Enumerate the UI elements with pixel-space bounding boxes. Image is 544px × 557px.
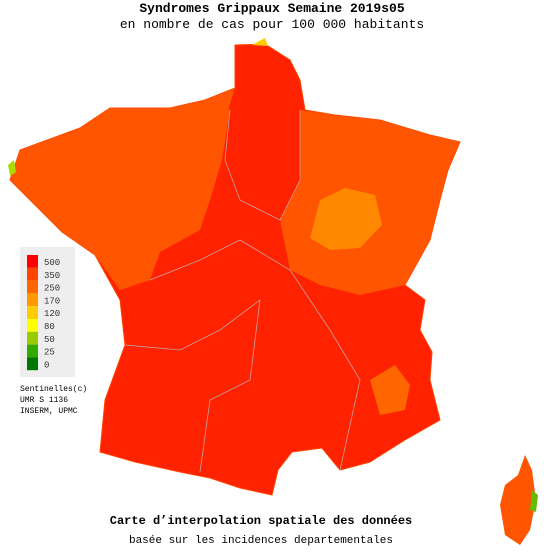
- region-borders: [224, 109, 301, 221]
- region-borders: [149, 239, 361, 471]
- legend-swatch: [27, 319, 38, 332]
- credit: INSERM, UPMC: [20, 407, 78, 416]
- legend-swatch: [27, 331, 38, 345]
- orange-center-east: [310, 188, 382, 250]
- corsica-green: [530, 490, 538, 512]
- title: Syndromes Grippaux Semaine 2019s05: [139, 1, 404, 16]
- subtitle: en nombre de cas pour 100 000 habitants: [120, 17, 424, 32]
- legend-label: 350: [44, 271, 60, 281]
- legend-label: 50: [44, 335, 55, 345]
- green-tip: [8, 160, 16, 176]
- legend-label: 250: [44, 284, 60, 294]
- footer-title: Carte d’interpolation spatiale des donné…: [110, 514, 412, 528]
- legend-label: 0: [44, 360, 49, 370]
- legend-label: 80: [44, 322, 55, 332]
- legend-label: 500: [44, 258, 60, 268]
- footer-subtitle: basée sur les incidences departementales: [129, 535, 393, 547]
- yellow-north: [252, 38, 268, 46]
- legend-label: 170: [44, 296, 60, 306]
- legend-swatch: [27, 267, 38, 281]
- corsica: [500, 455, 536, 545]
- legend-swatch: [27, 306, 38, 319]
- orange-north-strip: [170, 88, 235, 130]
- legend-swatch: [27, 255, 38, 268]
- legend-swatch: [27, 293, 38, 307]
- credit: Sentinelles(c): [20, 385, 87, 394]
- legend-label: 25: [44, 348, 55, 358]
- legend-swatch: [27, 344, 38, 358]
- legend-swatch: [27, 357, 38, 371]
- legend-label: 120: [44, 309, 60, 319]
- credit: UMR S 1136: [20, 396, 68, 405]
- orange-alps: [370, 365, 410, 415]
- orange-west: [10, 100, 230, 290]
- france-map: [8, 38, 461, 496]
- legend-swatch: [27, 280, 38, 294]
- region-borders: [124, 299, 261, 473]
